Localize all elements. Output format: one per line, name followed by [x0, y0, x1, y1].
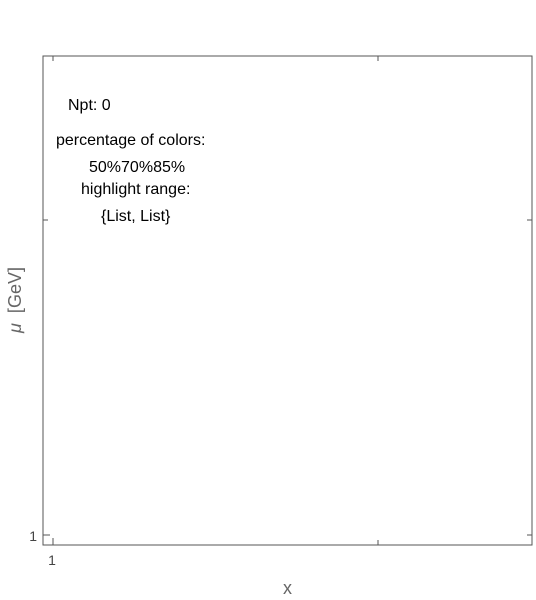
- y-tick-label: 1: [29, 528, 37, 544]
- y-axis-unit: [GeV]: [5, 267, 25, 313]
- percentage-85: 85%: [153, 159, 186, 176]
- percentage-values: 50%70%85%: [89, 159, 185, 177]
- highlight-value: {List, List}: [101, 208, 171, 225]
- y-axis-title: μ [GeV]: [5, 267, 25, 334]
- percentage-title: percentage of colors:: [56, 132, 206, 149]
- y-axis-symbol: μ: [5, 323, 25, 334]
- highlight-title: highlight range:: [81, 181, 191, 198]
- percentage-70: 70%: [121, 159, 154, 176]
- plot-frame: [42, 55, 533, 546]
- percentage-50: 50%: [89, 159, 122, 176]
- x-tick-label: 1: [48, 552, 56, 568]
- x-axis-title: x: [283, 578, 292, 598]
- npt-label: Npt: 0: [68, 97, 111, 114]
